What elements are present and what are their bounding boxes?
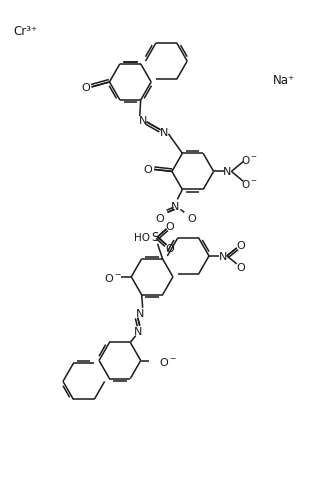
Text: Na⁺: Na⁺ [273,75,295,87]
Text: O: O [155,214,164,224]
Text: O$^-$: O$^-$ [241,178,258,190]
Text: HO: HO [134,232,149,242]
Text: N: N [171,202,180,212]
Text: O: O [187,214,196,224]
Text: O$^-$: O$^-$ [241,154,258,166]
Text: O: O [144,165,152,175]
Text: O: O [236,262,245,272]
Text: O: O [236,241,245,250]
Text: O: O [165,222,174,231]
Text: O: O [165,243,174,253]
Text: Cr³⁺: Cr³⁺ [14,25,38,38]
Text: S: S [151,231,158,244]
Text: N: N [134,326,142,336]
Text: N: N [136,308,144,318]
Text: N: N [223,167,232,177]
Text: N: N [160,128,169,137]
Text: O$^-$: O$^-$ [104,271,122,283]
Text: O: O [81,83,90,93]
Text: N: N [139,116,147,126]
Text: O$^-$: O$^-$ [158,355,177,367]
Text: N: N [219,251,227,261]
